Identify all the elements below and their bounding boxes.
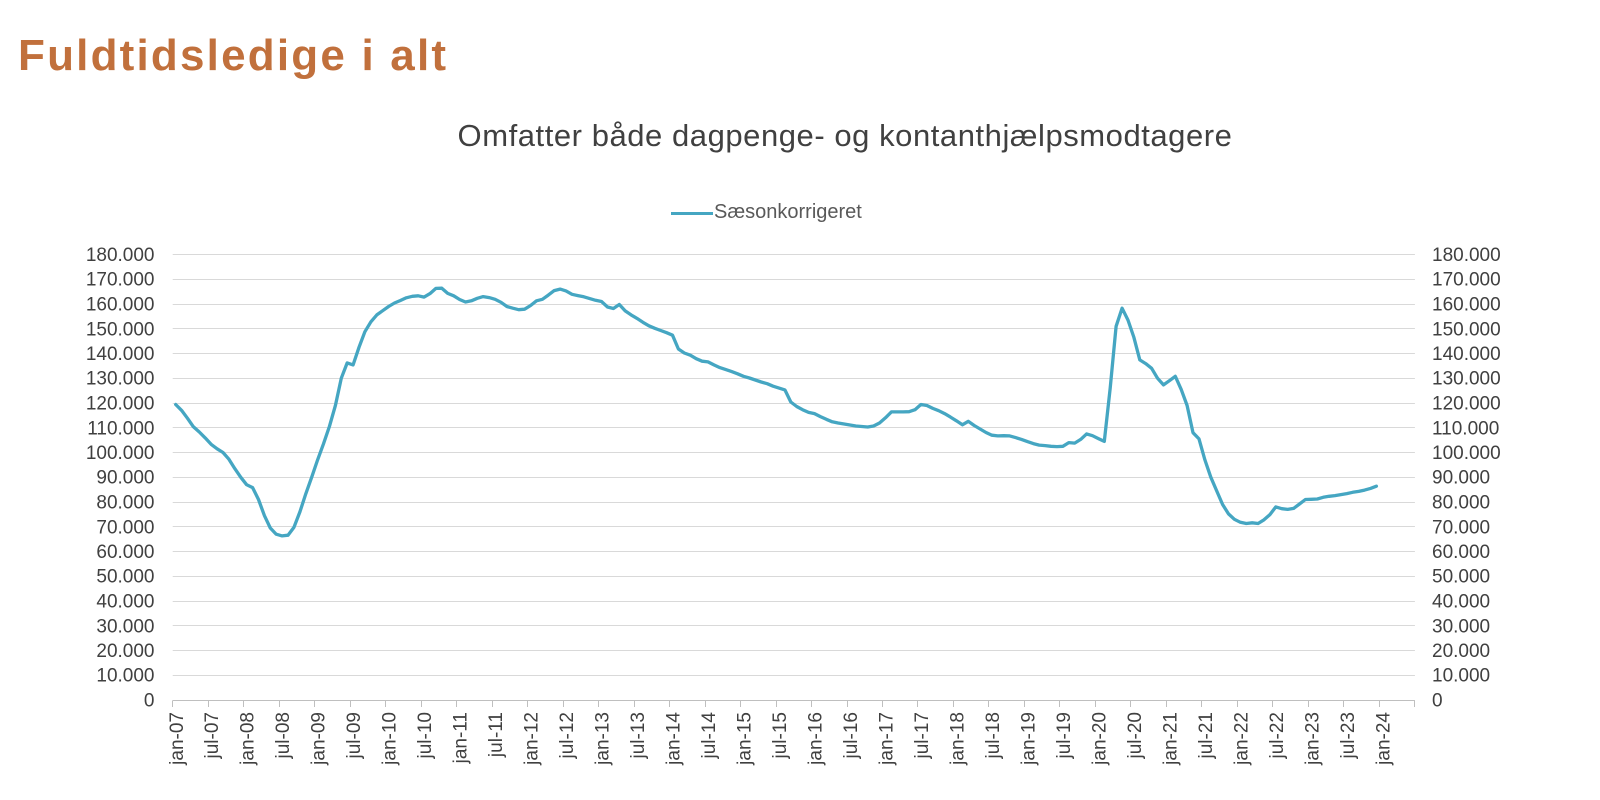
svg-text:30.000: 30.000 [96,616,154,637]
svg-text:jul-08: jul-08 [273,712,294,759]
svg-text:140.000: 140.000 [1432,344,1501,365]
svg-text:160.000: 160.000 [1432,295,1501,316]
svg-text:10.000: 10.000 [1432,666,1490,687]
svg-text:jan-14: jan-14 [664,712,685,766]
svg-text:jan-11: jan-11 [451,712,472,764]
svg-text:50.000: 50.000 [1432,567,1490,588]
svg-text:jul-09: jul-09 [344,712,365,759]
svg-text:100.000: 100.000 [1432,443,1501,464]
svg-text:110.000: 110.000 [87,418,154,439]
svg-text:0: 0 [144,691,155,712]
svg-text:jan-23: jan-23 [1302,712,1323,766]
svg-text:jul-18: jul-18 [983,712,1004,759]
svg-text:30.000: 30.000 [1432,616,1490,637]
svg-text:jan-12: jan-12 [522,712,543,766]
svg-text:60.000: 60.000 [96,542,154,563]
svg-text:jan-09: jan-09 [309,712,330,766]
svg-text:jul-11: jul-11 [486,712,507,758]
svg-text:180.000: 180.000 [86,245,155,266]
svg-text:80.000: 80.000 [96,493,154,514]
svg-text:60.000: 60.000 [1432,542,1490,563]
svg-text:jul-14: jul-14 [699,712,720,760]
svg-text:90.000: 90.000 [1432,468,1490,489]
svg-text:180.000: 180.000 [1432,245,1501,266]
svg-text:80.000: 80.000 [1432,493,1490,514]
svg-text:jul-10: jul-10 [415,712,436,759]
svg-text:jan-08: jan-08 [238,712,259,766]
svg-text:70.000: 70.000 [96,517,154,538]
svg-text:170.000: 170.000 [1432,270,1501,291]
svg-text:jul-20: jul-20 [1125,712,1146,759]
svg-text:170.000: 170.000 [86,270,155,291]
svg-text:jul-17: jul-17 [912,712,933,759]
svg-text:120.000: 120.000 [86,394,155,415]
svg-text:110.000: 110.000 [1432,418,1499,439]
svg-text:100.000: 100.000 [86,443,155,464]
svg-text:jan-21: jan-21 [1160,712,1181,766]
svg-text:0: 0 [1432,691,1443,712]
svg-text:jan-16: jan-16 [806,712,827,766]
svg-text:140.000: 140.000 [86,344,155,365]
svg-text:jan-15: jan-15 [735,712,756,766]
svg-text:jul-13: jul-13 [628,712,649,759]
svg-text:jan-22: jan-22 [1231,712,1252,766]
svg-text:jan-18: jan-18 [947,712,968,766]
svg-text:10.000: 10.000 [96,666,154,687]
svg-text:jan-07: jan-07 [167,712,188,766]
svg-text:jan-10: jan-10 [380,712,401,766]
svg-text:150.000: 150.000 [1432,319,1501,340]
svg-text:160.000: 160.000 [86,295,155,316]
svg-text:40.000: 40.000 [96,592,154,613]
svg-text:20.000: 20.000 [96,641,154,662]
svg-text:jul-16: jul-16 [841,712,862,759]
svg-text:70.000: 70.000 [1432,517,1490,538]
svg-text:130.000: 130.000 [1432,369,1501,390]
svg-text:90.000: 90.000 [96,468,154,489]
svg-text:jul-22: jul-22 [1267,712,1288,759]
svg-text:jan-24: jan-24 [1373,712,1394,766]
svg-text:jul-15: jul-15 [770,712,791,759]
svg-text:jan-13: jan-13 [593,712,614,766]
svg-text:40.000: 40.000 [1432,592,1490,613]
svg-text:20.000: 20.000 [1432,641,1490,662]
svg-text:150.000: 150.000 [86,319,155,340]
svg-text:jul-19: jul-19 [1054,712,1075,759]
svg-text:120.000: 120.000 [1432,394,1501,415]
svg-text:jul-21: jul-21 [1196,712,1217,759]
svg-text:130.000: 130.000 [86,369,155,390]
svg-text:jan-20: jan-20 [1089,712,1110,766]
svg-text:jan-19: jan-19 [1018,712,1039,766]
svg-text:50.000: 50.000 [96,567,154,588]
svg-text:jul-12: jul-12 [557,712,578,759]
svg-text:jul-23: jul-23 [1338,712,1359,759]
svg-text:jan-17: jan-17 [877,712,898,766]
svg-text:jul-07: jul-07 [202,712,223,759]
